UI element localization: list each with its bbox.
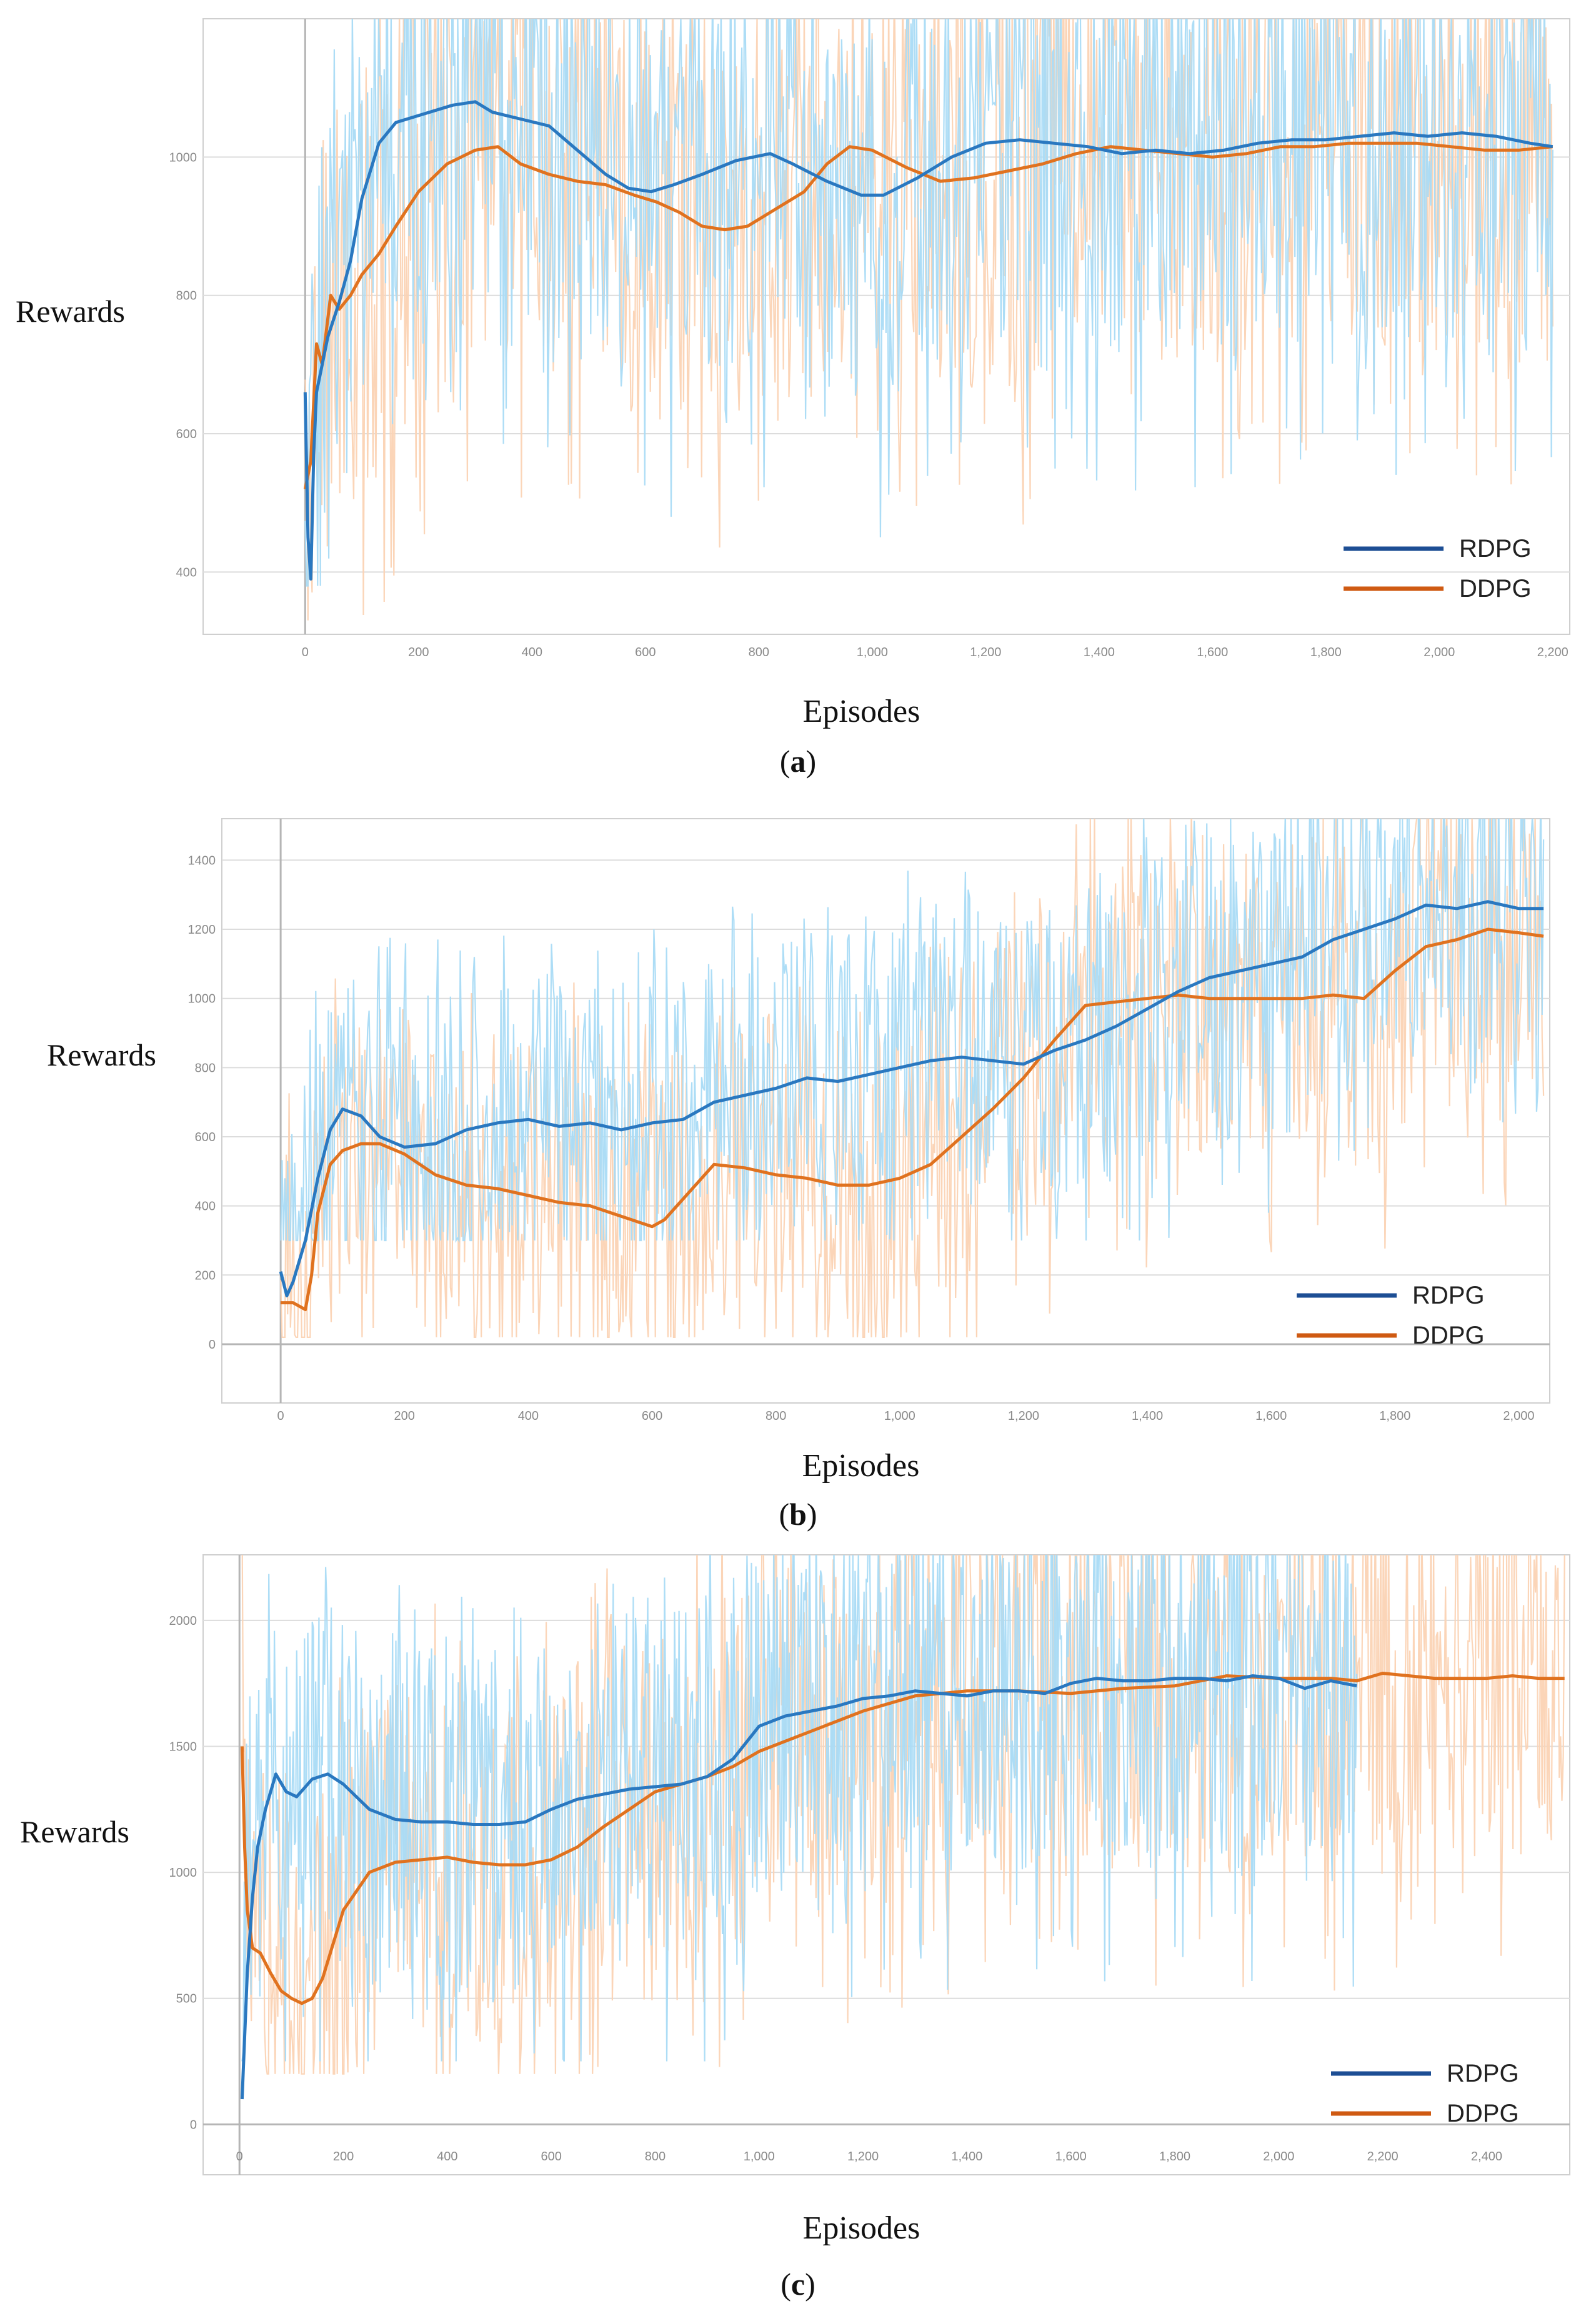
- y-tick-label: 1000: [169, 151, 197, 164]
- y-tick-label: 0: [190, 2118, 197, 2132]
- y-tick-label: 600: [176, 427, 197, 441]
- x-tick-label: 1,400: [1084, 646, 1115, 659]
- x-tick-label: 1,600: [1255, 1409, 1287, 1423]
- x-tick-label: 800: [766, 1409, 786, 1423]
- chart-panel-c: 0 500 1000 1500 2000 0 200 400 600 800 1,000 1,200 1…: [20, 1554, 1570, 2302]
- x-tick-label: 1,400: [951, 2150, 982, 2164]
- x-tick-label: 1,600: [1055, 2150, 1087, 2164]
- legend: RDPG DDPG: [1297, 1282, 1485, 1349]
- y-tick-label: 800: [195, 1061, 216, 1075]
- plot-frame: [221, 818, 1550, 1404]
- x-tick-label: 2,000: [1503, 1409, 1534, 1423]
- x-tick-label: 800: [749, 646, 769, 659]
- x-tick-label: 0: [277, 1409, 284, 1423]
- y-axis-label: Rewards: [16, 294, 125, 329]
- series-line-ddpg: [303, 141, 1554, 490]
- x-tick-label: 1,800: [1379, 1409, 1410, 1423]
- plot-frame: [202, 1554, 1570, 2175]
- x-tick-label: 200: [394, 1409, 415, 1423]
- panel-label: (a): [780, 744, 816, 779]
- x-axis-label: Episodes: [802, 1448, 920, 1484]
- x-tick-label: 600: [541, 2150, 561, 2164]
- legend: RDPG DDPG: [1331, 2060, 1519, 2127]
- x-tick-label: 1,200: [970, 646, 1001, 659]
- raw-trace-rdpg: [241, 1555, 1358, 2062]
- raw-trace-rdpg: [304, 19, 1554, 587]
- x-tick-label: 400: [518, 1409, 539, 1423]
- panel-label: (c): [781, 2267, 815, 2302]
- x-tick-label: 1,200: [1008, 1409, 1039, 1423]
- series-line-ddpg: [281, 927, 1544, 1312]
- legend-label-rdpg: RDPG: [1447, 2060, 1519, 2087]
- chart-panel-a: 400 600 800 1000 0 200 400 600 800 1,000 1,200 1,40…: [16, 18, 1570, 779]
- x-axis-label: Episodes: [803, 2210, 920, 2246]
- y-tick-label: 1000: [188, 992, 216, 1006]
- series-line-rdpg: [279, 900, 1544, 1297]
- y-tick-label: 1000: [169, 1866, 197, 1880]
- x-tick-label: 2,200: [1537, 646, 1569, 659]
- x-tick-label: 1,600: [1197, 646, 1228, 659]
- plot-frame: [202, 18, 1570, 635]
- series-line-rdpg: [303, 100, 1554, 581]
- x-tick-label: 1,000: [744, 2150, 775, 2164]
- raw-trace-ddpg: [304, 19, 1554, 621]
- plot-area: [303, 19, 1554, 621]
- panel-label: (b): [779, 1497, 817, 1532]
- y-axis-label: Rewards: [20, 1814, 129, 1849]
- y-tick-label: 200: [195, 1269, 216, 1282]
- legend: RDPG DDPG: [1344, 535, 1532, 602]
- x-tick-label: 1,000: [857, 646, 888, 659]
- x-tick-label: 2,200: [1367, 2150, 1399, 2164]
- x-tick-label: 0: [236, 2150, 243, 2164]
- x-tick-label: 2,000: [1424, 646, 1455, 659]
- series-line-ddpg: [240, 1672, 1565, 2005]
- plot-area: [279, 819, 1545, 1338]
- legend-label-rdpg: RDPG: [1459, 535, 1532, 562]
- x-tick-label: 0: [302, 646, 309, 659]
- y-tick-label: 2000: [169, 1614, 197, 1628]
- y-axis-label: Rewards: [47, 1037, 156, 1072]
- legend-label-ddpg: DDPG: [1459, 575, 1532, 602]
- x-tick-label: 600: [635, 646, 656, 659]
- x-tick-label: 200: [333, 2150, 354, 2164]
- x-tick-label: 200: [408, 646, 429, 659]
- y-tick-label: 800: [176, 289, 197, 303]
- y-tick-label: 400: [176, 566, 197, 579]
- y-tick-label: 400: [195, 1200, 216, 1214]
- plot-area: [240, 1555, 1565, 2100]
- y-tick-label: 0: [209, 1338, 216, 1352]
- x-tick-label: 2,000: [1263, 2150, 1294, 2164]
- legend-label-ddpg: DDPG: [1412, 1322, 1485, 1349]
- x-tick-label: 1,200: [847, 2150, 879, 2164]
- x-tick-label: 1,800: [1159, 2150, 1190, 2164]
- y-tick-label: 600: [195, 1131, 216, 1144]
- x-tick-label: 2,400: [1471, 2150, 1502, 2164]
- chart-panel-b: 0 200 400 600 800 1000 1200 1400 0 200 400 600 800 1,…: [47, 818, 1550, 1532]
- x-tick-label: 400: [437, 2150, 457, 2164]
- y-tick-label: 1400: [188, 854, 216, 867]
- x-tick-label: 1,800: [1310, 646, 1342, 659]
- legend-label-rdpg: RDPG: [1412, 1282, 1485, 1309]
- x-tick-label: 1,400: [1132, 1409, 1163, 1423]
- y-tick-label: 1200: [188, 923, 216, 937]
- legend-label-ddpg: DDPG: [1447, 2100, 1519, 2127]
- series-line-rdpg: [240, 1674, 1357, 2100]
- x-tick-label: 800: [645, 2150, 666, 2164]
- y-tick-label: 500: [176, 1992, 197, 2006]
- x-tick-label: 1,000: [884, 1409, 915, 1423]
- x-tick-label: 400: [522, 646, 542, 659]
- x-axis-label: Episodes: [803, 694, 920, 729]
- x-tick-label: 600: [642, 1409, 662, 1423]
- raw-trace-rdpg: [280, 819, 1545, 1244]
- y-tick-label: 1500: [169, 1740, 197, 1754]
